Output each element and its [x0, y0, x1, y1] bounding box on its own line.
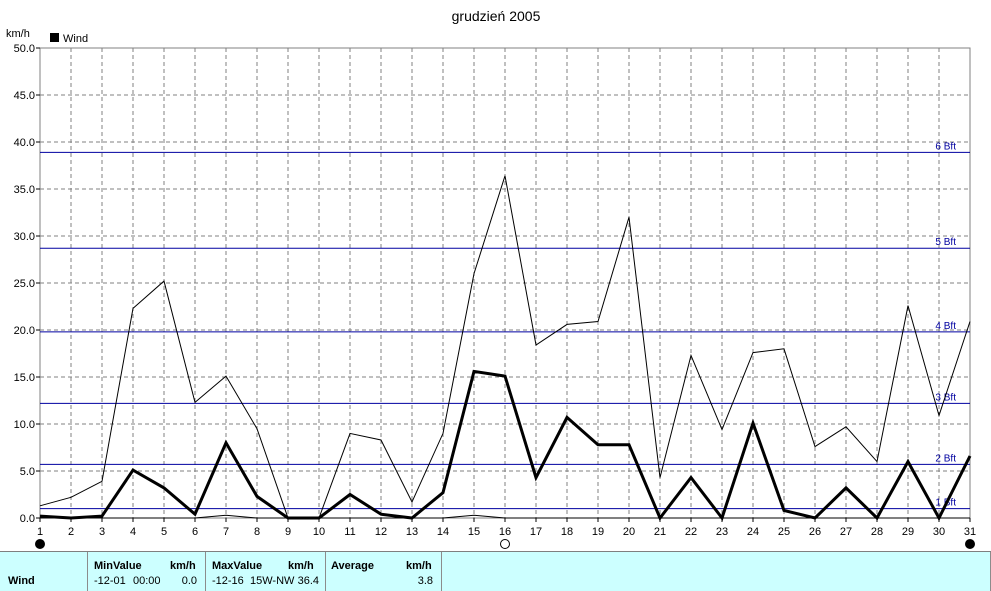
grid	[40, 48, 970, 518]
beaufort-label: 2 Bft	[935, 453, 956, 464]
x-tick-label: 2	[68, 526, 74, 538]
x-tick-label: 26	[809, 526, 821, 538]
day-marker-open	[500, 539, 510, 549]
average-unit: km/h	[406, 560, 432, 572]
x-tick-label: 17	[530, 526, 542, 538]
min-value-title: MinValue	[94, 560, 142, 572]
x-tick-label: 29	[902, 526, 914, 538]
average-number: 3.8	[417, 575, 433, 587]
y-tick-label: 20.0	[14, 325, 35, 337]
stats-row-label: Wind	[8, 575, 35, 587]
x-tick-label: 20	[623, 526, 635, 538]
y-tick-label: 5.0	[20, 466, 35, 478]
x-tick-label: 5	[161, 526, 167, 538]
series-line-gust	[39, 175, 971, 519]
x-tick-label: 24	[747, 526, 759, 538]
y-tick-label: 30.0	[14, 231, 35, 243]
legend-label-wind: Wind	[63, 33, 88, 45]
x-tick-label: 18	[561, 526, 573, 538]
x-tick-label: 30	[933, 526, 945, 538]
min-value-number: 0.0	[181, 575, 197, 587]
x-tick-label: 11	[344, 526, 355, 538]
stats-max-cell: MaxValue km/h -12-16 15W-NW 36.4	[206, 552, 326, 591]
stats-min-cell: MinValue km/h -12-01 00:00 0.0	[88, 552, 206, 591]
x-tick-label: 28	[871, 526, 883, 538]
beaufort-label: 6 Bft	[935, 141, 956, 152]
x-axis: 1 2 3 4 5 6 7 8 9 10 11 12 13 14 15 16 17 18 19 20 21 22 23 24 2…	[37, 518, 976, 538]
min-value-date: -12-01	[94, 575, 126, 587]
legend: Wind	[50, 33, 88, 45]
x-tick-label: 9	[285, 526, 291, 538]
y-tick-label: 25.0	[14, 278, 35, 290]
x-tick-label: 19	[592, 526, 604, 538]
x-tick-label: 1	[37, 526, 43, 538]
stats-avg-cell: Average km/h 3.8	[326, 552, 442, 591]
x-tick-label: 12	[375, 526, 387, 538]
day-markers	[35, 539, 975, 549]
x-tick-label: 14	[437, 526, 449, 538]
x-tick-label: 16	[499, 526, 511, 538]
x-tick-label: 15	[468, 526, 480, 538]
x-tick-label: 7	[223, 526, 229, 538]
x-tick-label: 4	[130, 526, 136, 538]
beaufort-label: 5 Bft	[935, 237, 956, 248]
y-tick-label: 15.0	[14, 372, 35, 384]
y-tick-label: 45.0	[14, 90, 35, 102]
min-value-unit: km/h	[170, 560, 196, 572]
max-value-date: -12-16	[212, 575, 244, 587]
stats-table: Wind MinValue km/h -12-01 00:00 0.0 MaxV…	[0, 551, 991, 591]
max-value-unit: km/h	[288, 560, 314, 572]
x-tick-label: 3	[99, 526, 105, 538]
max-value-number: 36.4	[297, 575, 319, 587]
x-tick-label: 23	[716, 526, 728, 538]
average-title: Average	[331, 560, 375, 572]
y-axis-unit: km/h	[6, 28, 30, 40]
x-tick-label: 31	[964, 526, 976, 538]
x-tick-label: 27	[840, 526, 852, 538]
x-tick-label: 8	[254, 526, 260, 538]
chart-title: grudzień 2005	[452, 8, 541, 24]
beaufort-label: 3 Bft	[935, 392, 956, 403]
x-tick-label: 10	[313, 526, 325, 538]
max-value-title: MaxValue	[212, 560, 263, 572]
x-tick-label: 25	[778, 526, 790, 538]
day-marker-filled	[965, 539, 975, 549]
stats-row-label-cell: Wind	[0, 552, 88, 591]
y-tick-label: 35.0	[14, 184, 35, 196]
y-tick-label: 0.0	[20, 513, 35, 525]
y-tick-label: 40.0	[14, 137, 35, 149]
max-value-direction: 15W-NW	[250, 575, 295, 587]
x-tick-label: 21	[654, 526, 666, 538]
y-tick-label: 10.0	[14, 419, 35, 431]
legend-swatch	[50, 33, 59, 42]
y-axis: 0.0 5.0 10.0 15.0 20.0 25.0 30.0 35.0 40.0 45.0 50…	[14, 43, 40, 525]
min-value-time: 00:00	[133, 575, 161, 587]
x-tick-label: 22	[685, 526, 697, 538]
y-tick-label: 50.0	[14, 43, 35, 55]
beaufort-label: 4 Bft	[935, 321, 956, 332]
x-tick-label: 6	[192, 526, 198, 538]
day-marker-filled	[35, 539, 45, 549]
x-tick-label: 13	[406, 526, 418, 538]
